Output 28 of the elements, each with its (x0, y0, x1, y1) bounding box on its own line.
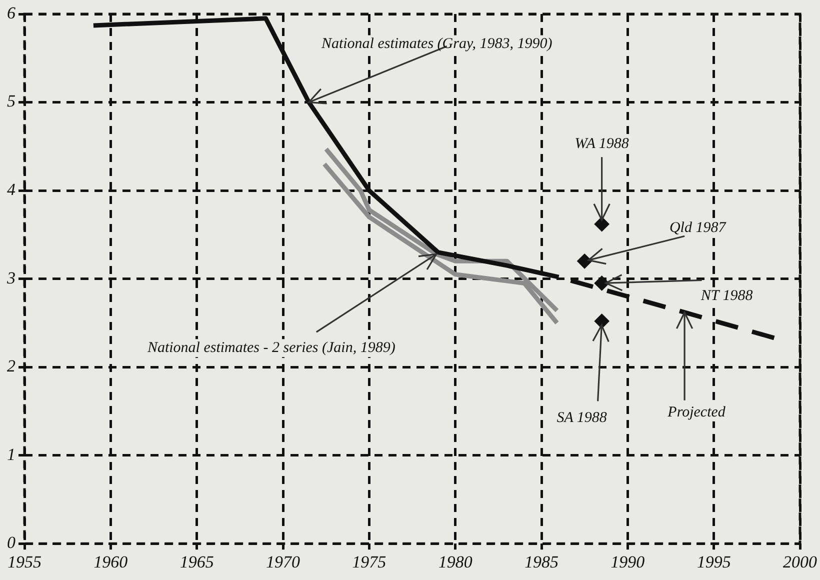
point (594, 276, 610, 291)
y-tick-label: 3 (6, 268, 16, 288)
y-tick-label: 6 (7, 3, 16, 22)
point (577, 254, 592, 269)
annotation: National estimates (Gray, 1983, 1990) (320, 36, 552, 52)
x-tick-label: 1990 (610, 552, 646, 572)
y-tick-label: 4 (7, 180, 16, 199)
annotation: SA 1988 (556, 410, 608, 426)
x-tick-label: 1995 (696, 552, 731, 572)
x-tick-label: 1975 (352, 552, 386, 572)
annotation: National estimates - 2 series (Jain, 1989) (146, 340, 396, 356)
y-tick-label: 2 (7, 356, 16, 376)
x-tick-label: 1955 (8, 552, 42, 572)
x-tick-label: 1960 (94, 552, 128, 572)
x-tick-label: 1985 (524, 552, 558, 572)
annotation: Qld 1987 (669, 220, 728, 236)
x-tick-label: 2000 (783, 552, 818, 572)
annotation: WA 1988 (574, 136, 630, 152)
point (594, 314, 610, 329)
annotation: NT 1988 (700, 288, 754, 304)
point (594, 216, 610, 232)
x-tick-label: 1965 (180, 552, 214, 572)
x-tick-label: 1980 (438, 552, 473, 572)
y-tick-label: 5 (7, 92, 16, 111)
y-tick-label: 0 (7, 533, 16, 552)
annotation: Projected (666, 404, 726, 420)
x-tick-label: 1970 (266, 552, 300, 572)
y-tick-label: 1 (7, 444, 16, 464)
